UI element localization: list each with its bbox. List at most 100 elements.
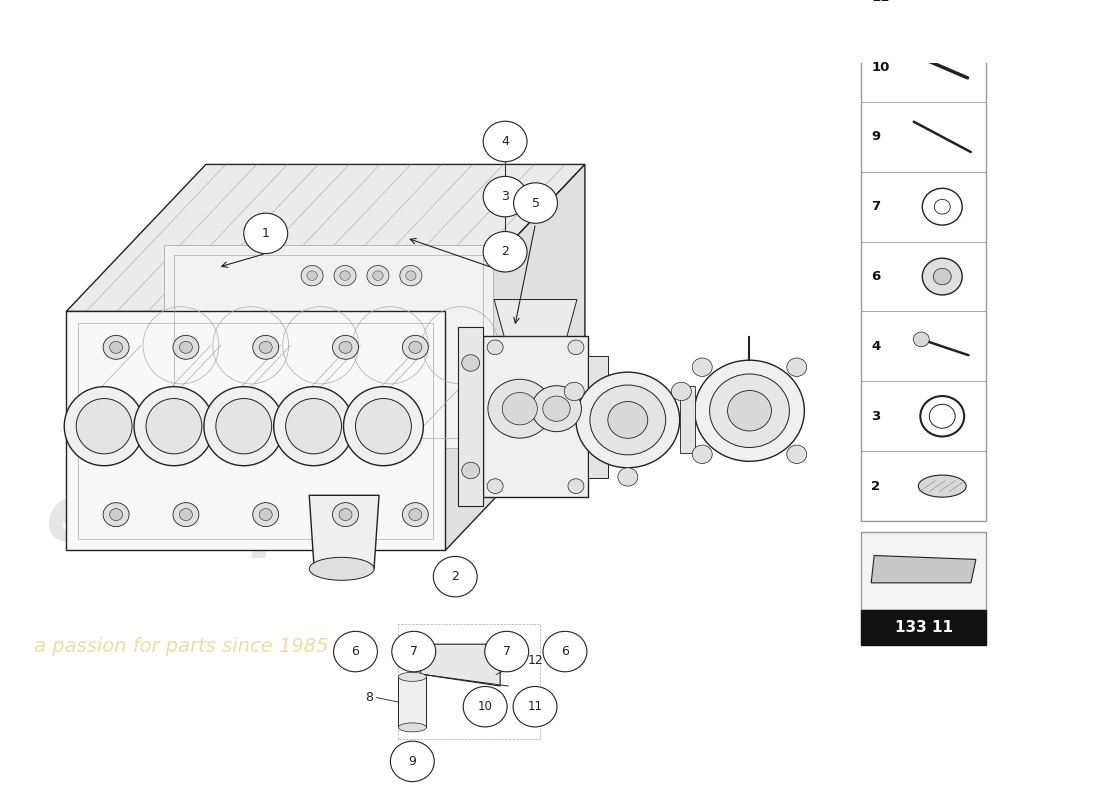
Circle shape — [339, 342, 352, 354]
Circle shape — [367, 266, 389, 286]
Circle shape — [483, 231, 527, 272]
Circle shape — [692, 445, 712, 463]
Circle shape — [339, 509, 352, 521]
Bar — [861, 610, 986, 645]
Bar — [398, 677, 427, 727]
Polygon shape — [680, 386, 694, 454]
Text: 6: 6 — [871, 270, 880, 283]
Circle shape — [399, 407, 422, 427]
Text: 10: 10 — [477, 700, 493, 714]
Circle shape — [253, 502, 278, 526]
Circle shape — [483, 176, 527, 217]
Text: 4: 4 — [502, 135, 509, 148]
Circle shape — [913, 332, 930, 346]
Circle shape — [173, 502, 199, 526]
Circle shape — [608, 402, 648, 438]
Text: 3: 3 — [502, 190, 509, 203]
Text: 9: 9 — [408, 755, 416, 768]
Polygon shape — [587, 356, 608, 478]
Circle shape — [692, 358, 712, 376]
Circle shape — [933, 268, 952, 285]
Circle shape — [786, 445, 806, 463]
Circle shape — [485, 631, 529, 672]
Text: 133 11: 133 11 — [894, 620, 953, 635]
Ellipse shape — [134, 386, 213, 466]
Circle shape — [307, 271, 317, 281]
Circle shape — [301, 407, 323, 427]
Circle shape — [340, 271, 350, 281]
Circle shape — [727, 390, 771, 431]
Text: 4: 4 — [871, 340, 880, 353]
Ellipse shape — [64, 386, 144, 466]
Circle shape — [179, 509, 192, 521]
Text: 6: 6 — [561, 645, 569, 658]
Ellipse shape — [216, 398, 272, 454]
Circle shape — [340, 413, 350, 422]
Circle shape — [253, 335, 278, 359]
Circle shape — [173, 335, 199, 359]
Circle shape — [564, 382, 584, 401]
Circle shape — [710, 374, 790, 447]
Circle shape — [576, 372, 680, 468]
Ellipse shape — [355, 398, 411, 454]
Circle shape — [433, 557, 477, 597]
Circle shape — [334, 407, 356, 427]
Circle shape — [618, 468, 638, 486]
Circle shape — [399, 266, 422, 286]
Circle shape — [403, 335, 428, 359]
Circle shape — [503, 393, 538, 425]
Circle shape — [373, 413, 383, 422]
Bar — [861, 0, 986, 521]
Text: 9: 9 — [871, 130, 880, 143]
Ellipse shape — [274, 386, 353, 466]
Circle shape — [332, 502, 359, 526]
Text: 5: 5 — [531, 197, 539, 210]
Text: europ: europ — [45, 480, 310, 558]
Circle shape — [487, 478, 503, 494]
Text: 7: 7 — [503, 645, 510, 658]
Text: 7: 7 — [871, 200, 880, 214]
Text: 7: 7 — [409, 645, 418, 658]
Circle shape — [307, 413, 317, 422]
Circle shape — [542, 396, 570, 422]
Circle shape — [367, 407, 389, 427]
Circle shape — [260, 509, 272, 521]
Ellipse shape — [204, 386, 284, 466]
Circle shape — [590, 385, 666, 455]
Circle shape — [244, 213, 288, 254]
Text: 11: 11 — [528, 700, 542, 714]
Circle shape — [403, 502, 428, 526]
Ellipse shape — [286, 398, 341, 454]
Text: 8: 8 — [365, 691, 373, 704]
Polygon shape — [66, 311, 446, 550]
Circle shape — [392, 631, 436, 672]
Circle shape — [333, 631, 377, 672]
Polygon shape — [459, 327, 483, 506]
Circle shape — [671, 382, 691, 401]
Circle shape — [110, 342, 122, 354]
Text: 2: 2 — [451, 570, 459, 583]
Polygon shape — [494, 299, 576, 336]
Polygon shape — [871, 555, 976, 583]
Ellipse shape — [146, 398, 202, 454]
Ellipse shape — [398, 723, 427, 732]
Circle shape — [488, 379, 552, 438]
Circle shape — [373, 271, 383, 281]
Circle shape — [543, 631, 587, 672]
Circle shape — [406, 271, 416, 281]
Circle shape — [334, 266, 356, 286]
Text: 12: 12 — [528, 654, 543, 667]
Bar — [861, 532, 986, 610]
Circle shape — [514, 183, 558, 223]
Circle shape — [179, 342, 192, 354]
Circle shape — [531, 386, 582, 432]
Circle shape — [568, 478, 584, 494]
Circle shape — [260, 342, 272, 354]
Circle shape — [694, 360, 804, 462]
Circle shape — [568, 340, 584, 354]
Polygon shape — [66, 165, 585, 311]
Ellipse shape — [343, 386, 424, 466]
Circle shape — [463, 686, 507, 727]
Text: 3: 3 — [871, 410, 880, 422]
Circle shape — [786, 358, 806, 376]
